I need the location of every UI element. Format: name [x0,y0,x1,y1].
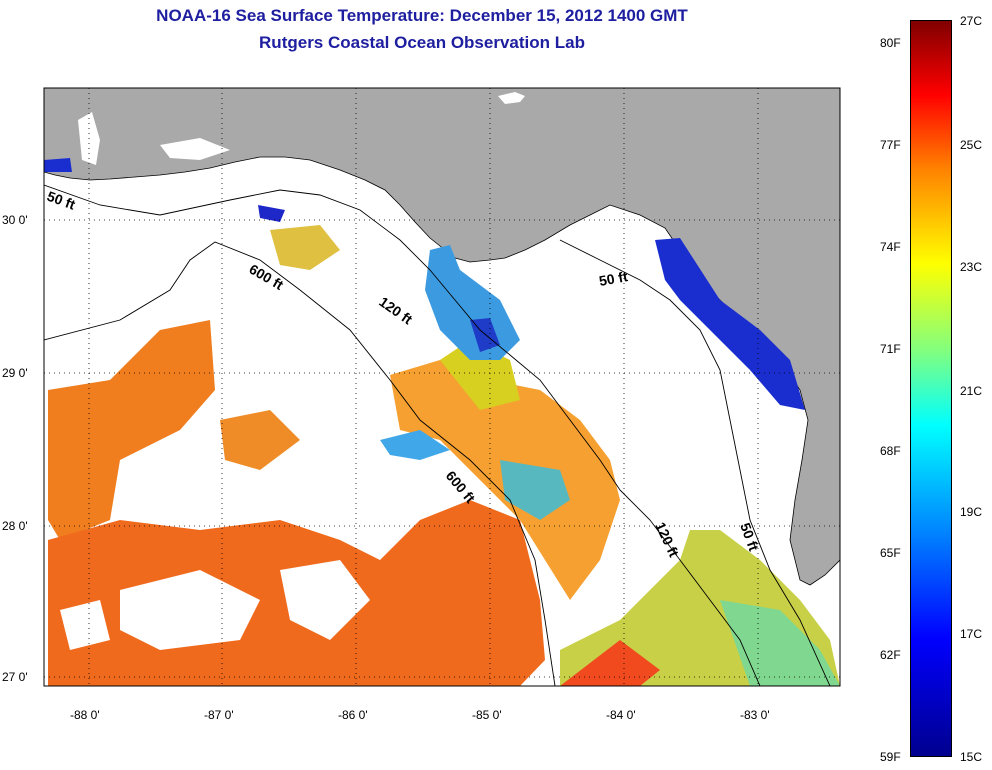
colorbar-c-label: 23C [960,260,983,274]
lake-shape [498,92,525,104]
colorbar-f-label: 62F [880,648,901,662]
lon-label: -88 0' [70,708,100,722]
colorbar-c-label: 15C [960,750,983,764]
map-subtitle: Rutgers Coastal Ocean Observation Lab [259,33,585,52]
colorbar-f-label: 68F [880,444,901,458]
colorbar-f-label: 65F [880,546,901,560]
lon-label: -84 0' [606,708,636,722]
colorbar-f-label: 71F [880,342,901,356]
lat-label: 27 0' [2,670,28,684]
depth-contours [44,184,831,686]
colorbar-c-label: 25C [960,138,983,152]
lon-label: -87 0' [204,708,234,722]
colorbar-c-label: 27C [960,14,983,28]
map-frame [43,87,841,687]
colorbar-c-label: 21C [960,384,983,398]
lat-label: 30 0' [2,213,28,227]
lon-label: -86 0' [338,708,368,722]
lon-label: -83 0' [740,708,770,722]
colorbar-f-label: 77F [880,138,901,152]
map-title: NOAA-16 Sea Surface Temperature: Decembe… [156,6,688,25]
colorbar-f-label: 80F [880,36,901,50]
temperature-colorbar [910,20,952,757]
colorbar-c-label: 19C [960,505,983,519]
colorbar-f-label: 59F [880,750,901,764]
bay-shape [160,138,230,160]
lat-label: 28 0' [2,519,28,533]
depth-label: 50 ft [598,268,629,289]
colorbar-c-label: 17C [960,627,983,641]
lat-label: 29 0' [2,366,28,380]
colorbar-f-label: 74F [880,240,901,254]
sst-data-layer [44,158,840,686]
lon-label: -85 0' [472,708,502,722]
land-mass [44,88,840,586]
